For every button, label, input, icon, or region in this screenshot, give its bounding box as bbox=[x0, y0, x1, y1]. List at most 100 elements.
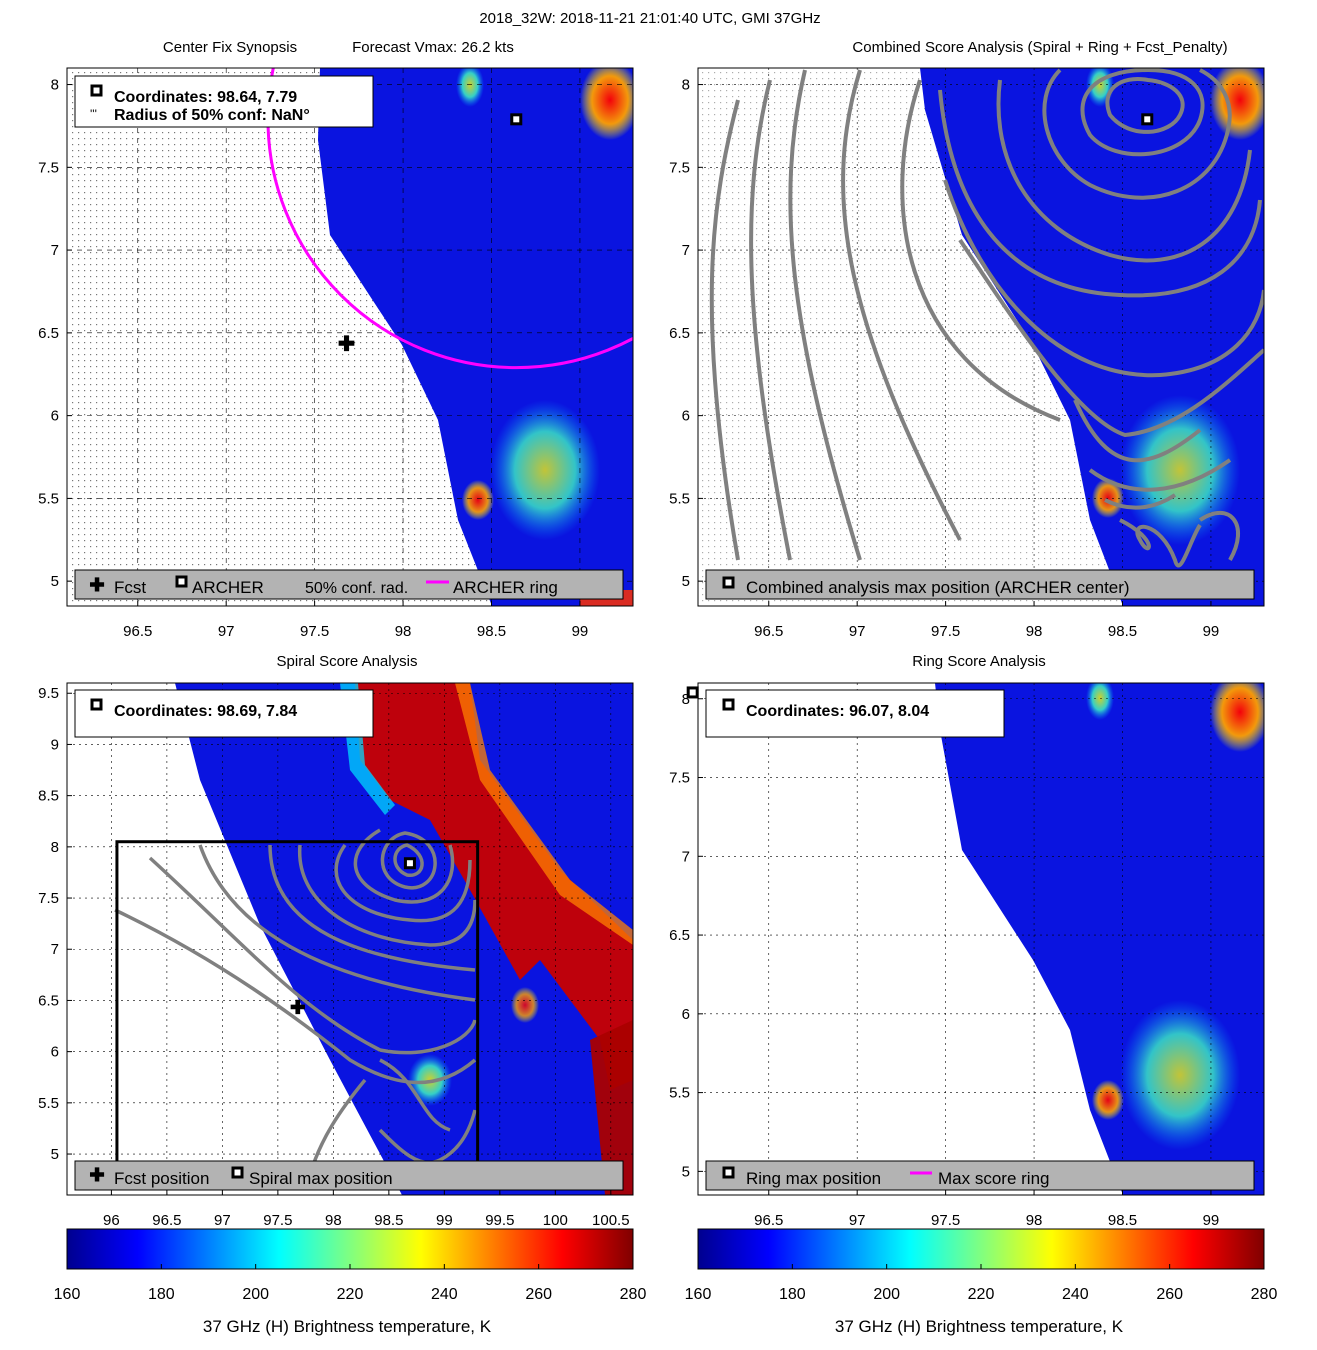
synopsis-xtick-4: 98.5 bbox=[477, 623, 506, 640]
synopsis-fcst-marker: ✚ bbox=[338, 333, 355, 355]
spiral-legend-max: Spiral max position bbox=[249, 1169, 393, 1188]
spiral-legend-box bbox=[74, 1160, 624, 1191]
combined-xtick-4: 98.5 bbox=[1108, 623, 1137, 640]
combined-ytick-3: 6.5 bbox=[669, 325, 690, 342]
ring-redspot-south bbox=[1092, 1080, 1124, 1120]
synopsis-ytick-3: 6.5 bbox=[38, 325, 59, 342]
synopsis-legend-box bbox=[74, 569, 624, 600]
synopsis-xtick-3: 98 bbox=[395, 623, 412, 640]
colorbar-left: 160 180 200 220 240 260 280 37 GHz (H) Brightn… bbox=[54, 1228, 646, 1336]
colorbar-right-tick-6: 280 bbox=[1251, 1286, 1278, 1303]
combined-ytick-5: 7.5 bbox=[669, 159, 690, 176]
figure-title: 2018_32W: 2018-11-21 21:01:40 UTC, GMI 3… bbox=[479, 10, 820, 27]
panel-synopsis: Center Fix Synopsis Forecast Vmax: 26.2 … bbox=[38, 39, 634, 640]
combined-xtick-1: 97 bbox=[849, 623, 866, 640]
synopsis-info-box bbox=[74, 75, 374, 128]
spiral-xtick-4: 98 bbox=[325, 1212, 342, 1229]
combined-contours bbox=[709, 68, 1264, 568]
spiral-ytick-8: 9 bbox=[51, 736, 59, 753]
colorbar-right-ramp bbox=[697, 1228, 1265, 1270]
ring-title: Ring Score Analysis bbox=[912, 653, 1045, 670]
synopsis-info-radius: Radius of 50% conf: NaN° bbox=[114, 107, 310, 124]
combined-xtick-5: 99 bbox=[1203, 623, 1220, 640]
ring-xtick-4: 98.5 bbox=[1108, 1212, 1137, 1229]
combined-redspot-south bbox=[1092, 478, 1124, 518]
colorbar-left-ticks: 160 180 200 220 240 260 280 bbox=[54, 1264, 646, 1303]
synopsis-ytick-4: 7 bbox=[51, 242, 59, 259]
spiral-xtick-5: 98.5 bbox=[374, 1212, 403, 1229]
ring-ytick-1: 5.5 bbox=[669, 1085, 690, 1102]
synopsis-axes: 96.5 97 97.5 98 98.5 99 5 5.5 6 6.5 7 7.5 8 bbox=[38, 77, 588, 640]
synopsis-xtick-0: 96.5 bbox=[123, 623, 152, 640]
synopsis-xtick-2: 97.5 bbox=[300, 623, 329, 640]
spiral-info-coordinates: Coordinates: 98.69, 7.84 bbox=[114, 703, 297, 720]
synopsis-xtick-1: 97 bbox=[218, 623, 235, 640]
combined-ytick-2: 6 bbox=[682, 408, 690, 425]
spiral-info-box bbox=[74, 689, 374, 738]
combined-xtick-0: 96.5 bbox=[754, 623, 783, 640]
spiral-fcst-marker: ✚ bbox=[290, 998, 305, 1018]
combined-legend-max-icon bbox=[722, 576, 735, 589]
ring-ytick-3: 6.5 bbox=[669, 927, 690, 944]
combined-hotspot-ne bbox=[1210, 68, 1264, 140]
synopsis-legend-archer-icon bbox=[175, 575, 188, 588]
spiral-xtick-7: 99.5 bbox=[485, 1212, 514, 1229]
spiral-legend-max-icon bbox=[231, 1166, 244, 1179]
spiral-ytick-7: 8.5 bbox=[38, 788, 59, 805]
spiral-legend-fcst: Fcst position bbox=[114, 1169, 209, 1188]
spiral-contours bbox=[114, 828, 477, 1176]
combined-legend-max: Combined analysis max position (ARCHER c… bbox=[746, 578, 1130, 597]
ring-frame bbox=[697, 682, 1265, 1196]
colorbar-right-tick-4: 240 bbox=[1062, 1286, 1089, 1303]
synopsis-ytick-2: 6 bbox=[51, 408, 59, 425]
combined-legend-box bbox=[705, 569, 1255, 600]
synopsis-ytick-5: 7.5 bbox=[38, 159, 59, 176]
ring-ytick-5: 7.5 bbox=[669, 770, 690, 787]
synopsis-info-coordinates: Coordinates: 98.64, 7.79 bbox=[114, 89, 297, 106]
ring-info-box bbox=[705, 689, 1005, 738]
spiral-xtick-1: 96.5 bbox=[152, 1212, 181, 1229]
ring-ytick-4: 7 bbox=[682, 848, 690, 865]
spiral-red-band bbox=[355, 683, 633, 1090]
spiral-xtick-0: 96 bbox=[103, 1212, 120, 1229]
combined-axes: 96.5 97 97.5 98 98.5 99 5 5.5 6 6.5 7 7.5 8 bbox=[669, 77, 1219, 640]
ring-xtick-2: 97.5 bbox=[931, 1212, 960, 1229]
spiral-ytick-4: 7 bbox=[51, 941, 59, 958]
spiral-western-spot bbox=[511, 987, 539, 1023]
combined-xtick-2: 97.5 bbox=[931, 623, 960, 640]
ring-info-max-icon bbox=[722, 698, 735, 711]
ring-xtick-3: 98 bbox=[1026, 1212, 1043, 1229]
colorbar-right-tick-2: 200 bbox=[873, 1286, 900, 1303]
colorbar-right-tick-0: 160 bbox=[685, 1286, 712, 1303]
ring-ytick-0: 5 bbox=[682, 1163, 690, 1180]
combined-ytick-6: 8 bbox=[682, 77, 690, 94]
ring-axes: 96.5 97 97.5 98 98.5 99 5 5.5 6 6.5 7 7.5 8 bbox=[669, 691, 1219, 1229]
synopsis-title-left: Center Fix Synopsis bbox=[163, 39, 297, 56]
colorbar-left-tick-5: 260 bbox=[525, 1286, 552, 1303]
synopsis-info-archer-icon bbox=[90, 84, 103, 97]
synopsis-frame bbox=[66, 67, 634, 607]
spiral-xtick-8: 100 bbox=[543, 1212, 568, 1229]
spiral-axes: 96 96.5 97 97.5 98 98.5 99 99.5 100 100.555.566.5… bbox=[38, 685, 629, 1229]
synopsis-ytick-0: 5 bbox=[51, 573, 59, 590]
synopsis-hotspot-north bbox=[456, 68, 484, 107]
ring-ytick-2: 6 bbox=[682, 1006, 690, 1023]
combined-ytick-1: 5.5 bbox=[669, 490, 690, 507]
spiral-info-max-icon bbox=[90, 698, 103, 711]
combined-ytick-4: 7 bbox=[682, 242, 690, 259]
ring-legend-max-icon bbox=[722, 1166, 735, 1179]
ring-hotspot-south bbox=[1120, 1000, 1240, 1150]
synopsis-ytick-6: 8 bbox=[51, 77, 59, 94]
spiral-ytick-0: 5 bbox=[51, 1146, 59, 1163]
spiral-ytick-1: 5.5 bbox=[38, 1095, 59, 1112]
combined-hotspot-north bbox=[1086, 68, 1114, 107]
colorbar-right: 160 180 200 220 240 260 280 37 GHz (H) Brightn… bbox=[685, 1228, 1278, 1336]
spiral-red-east bbox=[590, 1020, 633, 1195]
colorbar-left-tick-3: 220 bbox=[337, 1286, 364, 1303]
synopsis-legend-fcst: Fcst bbox=[114, 578, 146, 597]
colorbar-left-tick-4: 240 bbox=[431, 1286, 458, 1303]
ring-legend-box bbox=[705, 1160, 1255, 1191]
spiral-legend-fcst-icon: ✚ bbox=[89, 1165, 104, 1185]
spiral-ytick-9: 9.5 bbox=[38, 685, 59, 702]
